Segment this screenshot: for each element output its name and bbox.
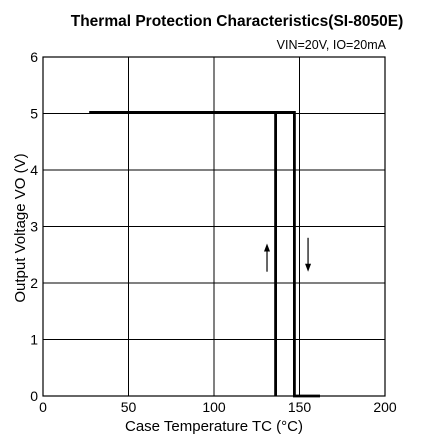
x-tick-label: 200 [373, 399, 397, 415]
y-tick-label: 4 [30, 162, 38, 178]
x-axis-label: Case Temperature TC (°C) [125, 418, 303, 435]
y-tick-labels: 0 1 2 3 4 5 6 [30, 49, 38, 404]
y-axis-label: Output Voltage VO (V) [12, 153, 29, 302]
chart-title: Thermal Protection Characteristics(SI-80… [71, 13, 404, 30]
y-tick-label: 5 [30, 106, 38, 122]
test-conditions: VIN=20V, IO=20mA [277, 38, 387, 52]
grid-lines [43, 57, 385, 396]
direction-arrows [264, 237, 312, 272]
y-tick-label: 3 [30, 219, 38, 235]
arrow-up [264, 243, 271, 272]
curves [89, 111, 320, 398]
x-tick-labels: 0 50 100 150 200 [39, 399, 397, 415]
y-tick-label: 2 [30, 275, 38, 291]
y-tick-label: 6 [30, 49, 38, 65]
arrow-down [305, 237, 312, 272]
series-line-2 [274, 111, 295, 396]
x-tick-label: 0 [39, 399, 47, 415]
x-tick-label: 100 [202, 399, 226, 415]
series-line-1 [89, 111, 320, 398]
y-tick-label: 0 [30, 388, 38, 404]
plot-frame [42, 56, 386, 397]
x-tick-label: 150 [288, 399, 312, 415]
y-tick-label: 1 [30, 332, 38, 348]
x-tick-label: 50 [121, 399, 137, 415]
